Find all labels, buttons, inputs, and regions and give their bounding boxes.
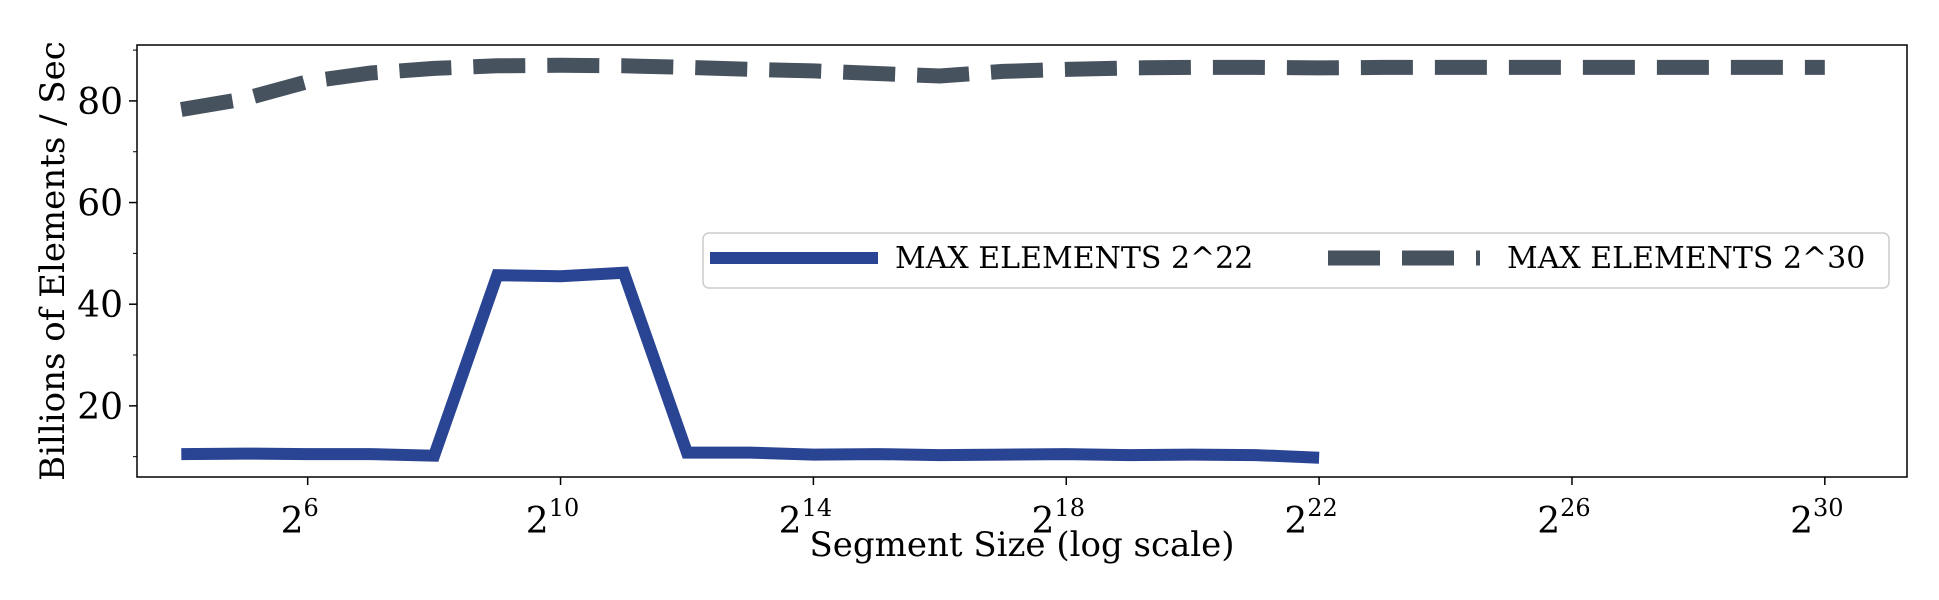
y-axis: 20 40 60 80	[77, 49, 137, 458]
series-layer	[180, 57, 1825, 464]
legend-label-max-elements-2-22: MAX ELEMENTS 2^22	[895, 241, 1253, 276]
y-axis-label: Billions of Elements / Sec	[33, 41, 73, 481]
y-tick-label: 80	[77, 82, 123, 123]
legend-label-max-elements-2-30: MAX ELEMENTS 2^30	[1507, 241, 1865, 276]
y-tick-label: 60	[77, 184, 123, 225]
x-axis-label: Segment Size (log scale)	[809, 525, 1234, 565]
x-tick-label: 230	[1790, 494, 1843, 542]
plot-frame	[136, 44, 1908, 478]
x-tick-label: 214	[779, 494, 832, 542]
y-tick-label: 20	[77, 387, 123, 428]
x-tick-label: 226	[1537, 494, 1590, 542]
x-tick-label: 222	[1284, 494, 1337, 542]
series-line-max-elements-2-22	[181, 266, 1320, 464]
x-axis: 26 210 214 218 222 226 230	[281, 477, 1844, 542]
y-tick-label: 40	[77, 285, 123, 326]
x-tick-label: 26	[281, 494, 319, 542]
x-tick-label: 218	[1032, 494, 1085, 542]
x-tick-label: 210	[526, 494, 579, 542]
series-line-max-elements-2-30	[180, 57, 1825, 117]
legend: MAX ELEMENTS 2^22 MAX ELEMENTS 2^30	[702, 232, 1890, 289]
legend-box	[702, 232, 1890, 289]
